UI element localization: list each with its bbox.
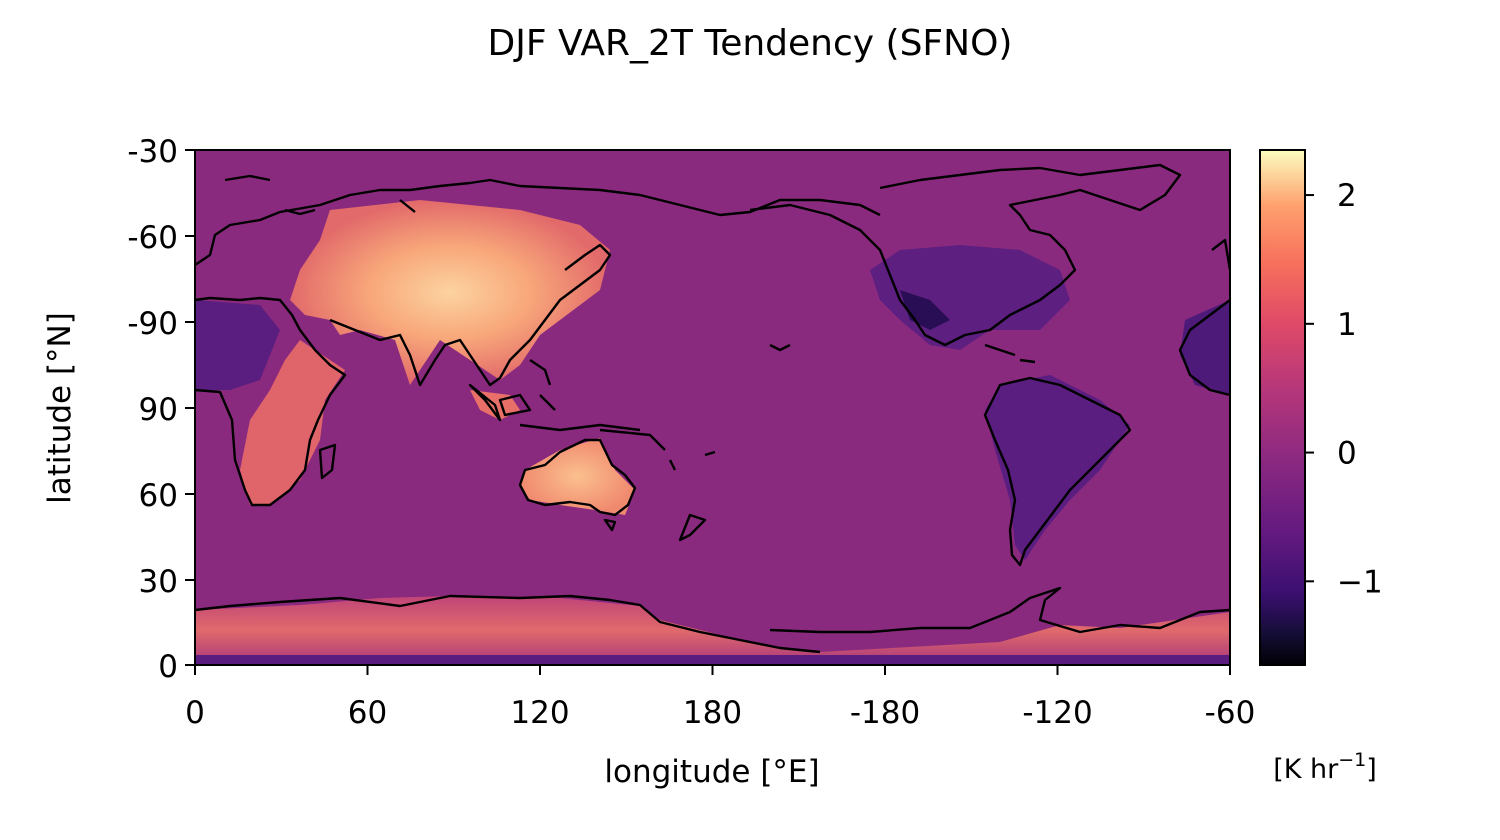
south-america-cool-region (985, 375, 1130, 560)
x-axis-label: longitude [°E] (604, 754, 819, 790)
antarctica-region (195, 596, 1230, 665)
y-tick-label: -60 (127, 220, 178, 256)
colorbar-tick-label: 1 (1337, 307, 1357, 343)
unit-superscript: −1 (1338, 749, 1366, 771)
chart-title: DJF VAR_2T Tendency (SFNO) (488, 23, 1013, 64)
x-tick-label: 180 (683, 695, 742, 731)
west-africa-cool-region (1180, 300, 1230, 395)
x-tick-label: -120 (1022, 695, 1092, 731)
colorbar-tick-label: 0 (1337, 436, 1357, 472)
x-tick-label: 60 (348, 695, 387, 731)
x-tick-label: 0 (185, 695, 205, 731)
y-axis: -30 -60 -90 90 60 30 0 (127, 134, 195, 685)
y-axis-label: latitude [°N] (42, 312, 78, 504)
x-axis: 0 60 120 180 -180 -120 -60 (185, 665, 1255, 731)
colorbar-ticks: 2 1 0 −1 (1305, 178, 1383, 600)
map-field (195, 150, 1230, 665)
y-tick-label: 30 (139, 564, 178, 600)
africa-warm-region (240, 340, 345, 505)
colorbar-gradient (1259, 149, 1306, 666)
x-tick-label: -180 (850, 695, 920, 731)
mexico-cold-region (900, 290, 950, 330)
coastlines (195, 163, 1230, 654)
unit-base: [K hr (1273, 754, 1339, 785)
australia-warm-region (520, 438, 635, 515)
colorbar-unit-label: [K hr−1] (1273, 749, 1377, 785)
colorbar-tick-label: 2 (1337, 178, 1357, 214)
y-tick-label: 90 (139, 392, 178, 428)
x-tick-label: 120 (510, 695, 569, 731)
y-tick-label: -90 (127, 306, 178, 342)
colorbar: 2 1 0 −1 [K hr−1] (1259, 149, 1383, 785)
pole-band (195, 655, 1230, 665)
x-tick-label: -60 (1205, 695, 1256, 731)
y-tick-label: 60 (139, 478, 178, 514)
y-tick-label: 0 (158, 649, 178, 685)
unit-end: ] (1366, 754, 1377, 785)
colorbar-tick-label: −1 (1337, 564, 1383, 600)
y-tick-label: -30 (127, 134, 178, 170)
sahara-cool-region (195, 300, 280, 390)
